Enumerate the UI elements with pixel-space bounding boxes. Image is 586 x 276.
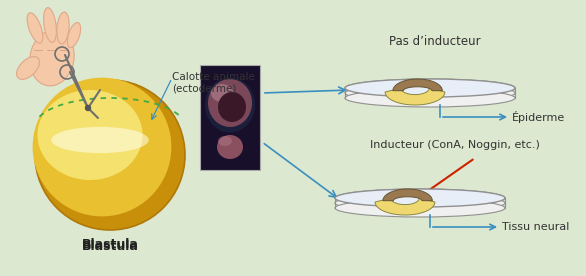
Text: Tissu neural: Tissu neural [502, 222, 570, 232]
Ellipse shape [30, 30, 74, 86]
Ellipse shape [35, 80, 185, 230]
Ellipse shape [345, 79, 515, 97]
Ellipse shape [33, 78, 171, 216]
Ellipse shape [218, 92, 246, 122]
Polygon shape [385, 88, 445, 105]
Ellipse shape [211, 84, 233, 102]
Polygon shape [375, 198, 435, 215]
Text: Blastula: Blastula [81, 240, 138, 253]
Ellipse shape [345, 79, 515, 97]
Ellipse shape [51, 127, 149, 153]
Text: Blastula: Blastula [81, 238, 138, 251]
Polygon shape [383, 189, 432, 201]
Ellipse shape [345, 89, 515, 107]
Text: Pas d’inducteur: Pas d’inducteur [389, 35, 481, 48]
Bar [200, 65, 260, 170]
Ellipse shape [345, 84, 515, 102]
Ellipse shape [208, 79, 252, 127]
Ellipse shape [335, 194, 505, 212]
Ellipse shape [57, 12, 69, 44]
Text: Inducteur (ConA, Noggin, etc.): Inducteur (ConA, Noggin, etc.) [370, 140, 540, 150]
Ellipse shape [335, 199, 505, 217]
Ellipse shape [43, 8, 56, 42]
Text: Épiderme: Épiderme [512, 111, 565, 123]
Ellipse shape [335, 189, 505, 207]
Ellipse shape [218, 136, 232, 146]
Ellipse shape [67, 23, 81, 47]
Ellipse shape [335, 189, 505, 207]
Polygon shape [393, 79, 442, 91]
Circle shape [86, 105, 90, 110]
Text: Calotte animale
(ectoderme): Calotte animale (ectoderme) [172, 72, 255, 94]
Ellipse shape [16, 57, 39, 79]
Ellipse shape [27, 13, 43, 43]
Ellipse shape [205, 78, 255, 132]
Ellipse shape [217, 135, 243, 159]
Ellipse shape [38, 90, 142, 180]
